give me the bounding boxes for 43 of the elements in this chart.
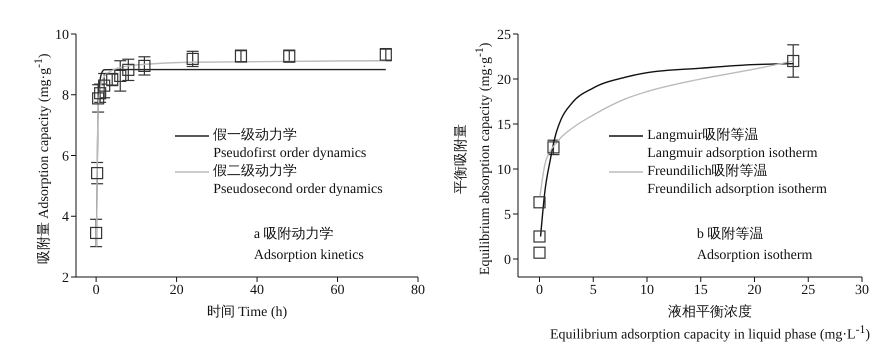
y-tick-label: 4 bbox=[62, 210, 69, 226]
point bbox=[122, 64, 134, 76]
annotation: b 吸附等温 Adsorption isotherm bbox=[696, 226, 812, 265]
y-tick-label: 6 bbox=[62, 149, 69, 164]
legend-label: 假二级动力学 Pseudosecond order dynamics bbox=[213, 162, 383, 199]
y-tick-label: 20 bbox=[497, 72, 511, 88]
point bbox=[91, 167, 104, 180]
x-tick-label: 80 bbox=[411, 282, 425, 298]
x-tick-label: 25 bbox=[801, 282, 816, 298]
point bbox=[114, 70, 126, 82]
point bbox=[92, 92, 104, 104]
point bbox=[138, 60, 150, 72]
x-tick-label: 5 bbox=[590, 282, 597, 298]
y-tick-label: 5 bbox=[504, 208, 511, 223]
legend-label: Langmuir吸附等温 Langmuir adsorption isotherm bbox=[647, 126, 818, 163]
point bbox=[90, 226, 102, 240]
x-tick-label: 20 bbox=[748, 282, 762, 298]
point bbox=[533, 196, 546, 208]
x-tick-label: 30 bbox=[855, 282, 869, 298]
y-tick-label: 2 bbox=[62, 270, 69, 286]
point bbox=[533, 230, 546, 243]
point bbox=[787, 54, 800, 68]
point bbox=[533, 246, 546, 259]
legend-label: Freundilich吸附等温 Freundilich adsorption isotherm bbox=[647, 162, 827, 199]
x-tick-label: 0 bbox=[536, 282, 543, 298]
y-tick-label: 0 bbox=[504, 252, 511, 268]
x-tick-label: 15 bbox=[694, 282, 708, 298]
x-tick-label: 40 bbox=[250, 282, 264, 298]
point bbox=[94, 87, 106, 100]
x-tick-label: 10 bbox=[640, 282, 654, 298]
y-tick-label: 10 bbox=[55, 28, 69, 43]
annotation: a 吸附动力学 Adsorption kinetics bbox=[254, 226, 364, 265]
x-tick-label: 20 bbox=[170, 282, 184, 298]
x-axis-title: 时间 Time (h) bbox=[206, 304, 288, 321]
y-tick-label: 8 bbox=[62, 88, 69, 104]
x-tick-label: 60 bbox=[330, 282, 345, 298]
y-tick-label: 15 bbox=[497, 118, 511, 133]
point bbox=[98, 80, 110, 92]
x-tick-label: 0 bbox=[92, 282, 100, 298]
legend-label: 假一级动力学 Pseudofirst order dynamics bbox=[213, 126, 366, 163]
y-tick-label: 10 bbox=[497, 162, 511, 178]
x-axis-title: 液相平衡浓度 Equilibrium adsorption capacity in liquid phase (mg·L$^{-1}$) bbox=[549, 304, 871, 344]
y-tick-label: 25 bbox=[497, 28, 511, 43]
